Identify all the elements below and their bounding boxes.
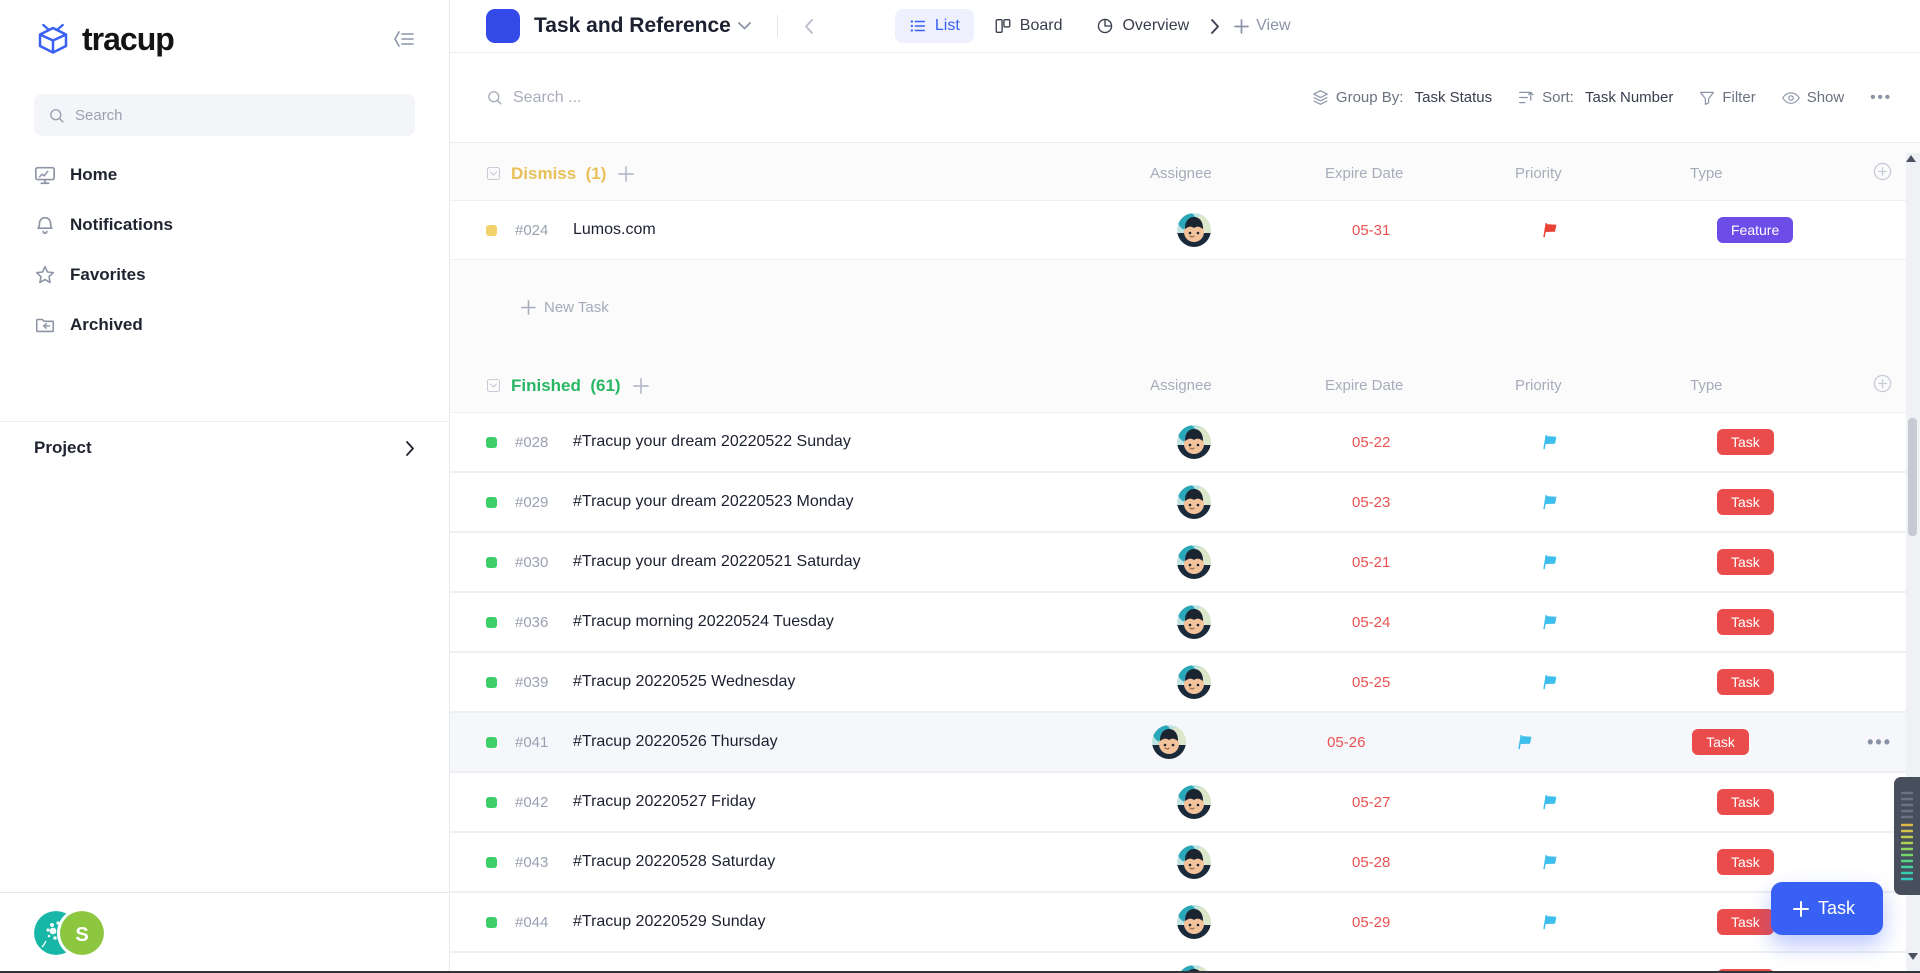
svg-text:S: S <box>75 924 88 946</box>
